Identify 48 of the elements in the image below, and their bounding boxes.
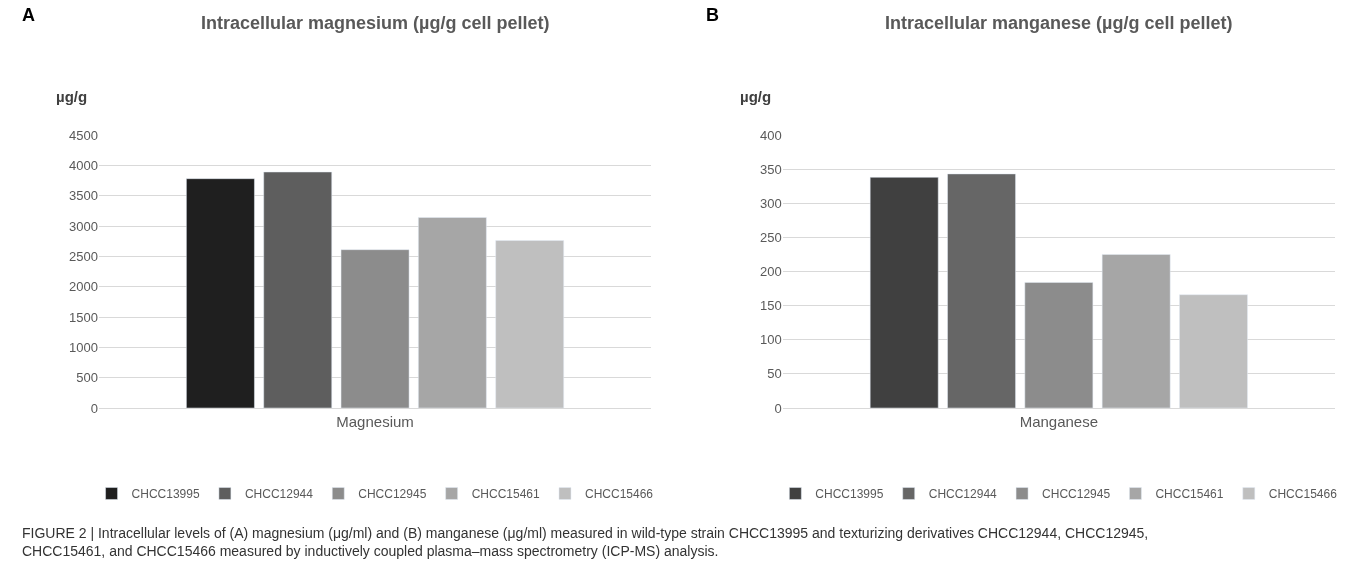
bar [947, 173, 1016, 408]
chart-title: Intracellular manganese (µg/g cell pellet) [885, 13, 1233, 33]
y-tick-label: 100 [760, 332, 782, 348]
y-tick-label: 250 [760, 229, 782, 245]
y-axis-title: µg/g [740, 88, 772, 105]
x-tick-label: Magnesium [336, 413, 414, 430]
y-tick-label: 3500 [68, 188, 98, 204]
text: B [706, 5, 719, 25]
legend-label: CHCC15461 [1155, 487, 1224, 502]
legend-label: CHCC12945 [358, 487, 427, 502]
y-tick-label: 4500 [68, 127, 98, 143]
bar [495, 240, 564, 408]
y-tick-label: 350 [760, 161, 782, 177]
legend-label: CHCC13995 [815, 487, 884, 502]
y-tick-label: 4000 [68, 157, 98, 173]
bar [263, 171, 332, 408]
y-tick-label: 400 [760, 127, 782, 143]
y-tick-label: 3000 [68, 218, 98, 234]
y-tick-label: 0 [774, 400, 782, 416]
y-tick-label: 500 [76, 370, 98, 386]
caption: FIGURE 2 | Intracellular levels of (A) magnesium (μg/ml) and (B) manganese (μg/ml) measured in wild-type strain CHCC13995 and texturizing derivatives CHCC12944, CHCC12945, CHCC15461, and CHCC15466 measured by inductively coupled plasma–mass spectrometry (ICP-MS) analysis. [22, 525, 1149, 560]
chart-title: Intracellular magnesium (µg/g cell pellet) [201, 13, 550, 33]
y-tick-label: 150 [760, 298, 782, 314]
y-tick-label: 1000 [68, 339, 98, 355]
y-tick-label: 0 [90, 400, 98, 416]
text: A [22, 5, 35, 25]
y-tick-label: 2000 [68, 279, 98, 295]
legend-label: CHCC15461 [471, 487, 540, 502]
bar [1179, 294, 1248, 408]
bar [1101, 254, 1171, 408]
y-tick-label: 2500 [68, 248, 98, 264]
y-tick-label: 1500 [68, 309, 98, 325]
y-tick-label: 50 [767, 366, 782, 382]
bar [418, 217, 487, 408]
y-axis-title: µg/g [56, 88, 88, 105]
legend-label: CHCC13995 [131, 487, 200, 502]
bar [869, 177, 939, 408]
legend-label: CHCC15466 [584, 487, 654, 502]
bar [1024, 282, 1094, 408]
x-tick-label: Manganese [1019, 413, 1099, 430]
legend-label: CHCC12945 [1042, 487, 1111, 502]
legend-label: CHCC12944 [928, 487, 998, 502]
legend-label: CHCC15466 [1268, 487, 1338, 502]
y-tick-label: 200 [760, 264, 782, 280]
legend-label: CHCC12944 [244, 487, 314, 502]
bar [340, 249, 410, 408]
bar [186, 178, 255, 408]
y-tick-label: 300 [760, 195, 782, 211]
